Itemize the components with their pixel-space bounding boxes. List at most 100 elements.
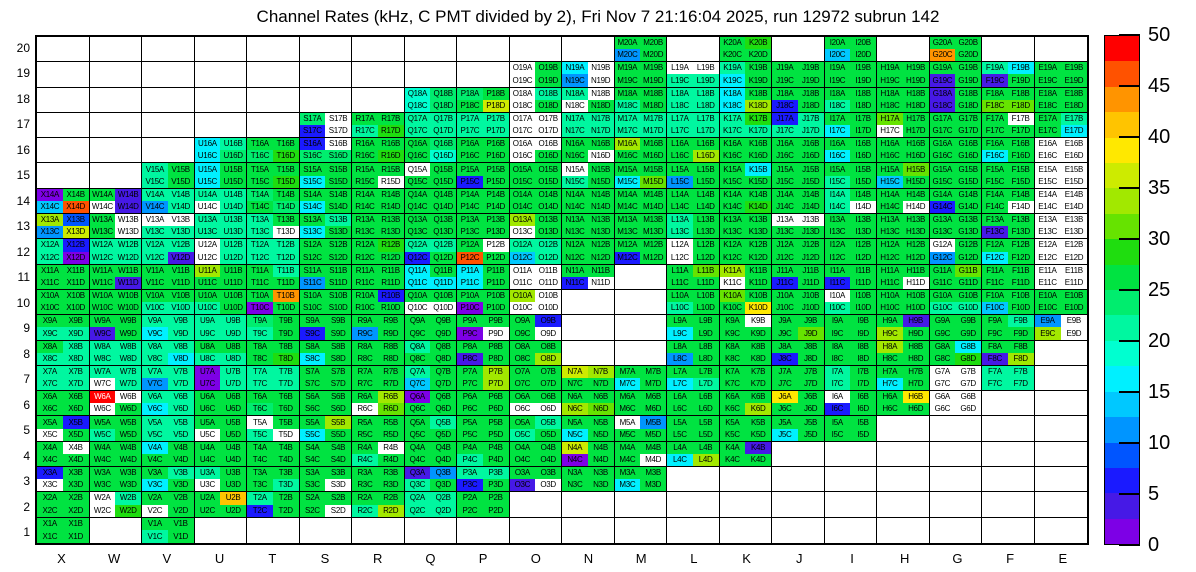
grid-cell: W13A W13B W13C W13D xyxy=(89,214,142,240)
channel-cell: R15C xyxy=(352,175,378,188)
colorbar-segment xyxy=(1105,188,1139,214)
colorbar-segment xyxy=(1105,417,1139,443)
channel-cell: R4C xyxy=(352,453,378,467)
channel-cell: V12A xyxy=(142,239,168,252)
grid-cell xyxy=(352,62,405,88)
channel-cell: O15D xyxy=(535,175,561,188)
channel-cell: J16D xyxy=(797,150,824,163)
channel-cell: S10C xyxy=(299,302,326,315)
channel-cell: V9D xyxy=(167,327,194,340)
channel-cell: Q5C xyxy=(404,428,431,441)
channel-cell: I11D xyxy=(850,276,876,289)
channel-cell: N18A xyxy=(562,87,588,100)
channel-cell: F10A xyxy=(982,289,1008,303)
grid-cell: E19A E19B E19C E19D xyxy=(1034,62,1087,88)
channel-cell: J6C xyxy=(772,403,798,416)
channel-cell: P2C xyxy=(457,504,483,517)
grid-cell xyxy=(457,37,510,63)
channel-cell: M5C xyxy=(614,428,641,441)
channel-cell: F16C xyxy=(982,150,1008,163)
grid-cell: L18A L18B L18C L18D xyxy=(667,87,720,113)
channel-cell: U15D xyxy=(220,175,246,188)
channel-cell: X5D xyxy=(62,428,89,441)
channel-cell: E15A xyxy=(1034,163,1061,176)
channel-cell: E10C xyxy=(1034,302,1061,315)
channel-cell: O3C xyxy=(509,479,536,492)
channel-cell: N5B xyxy=(587,416,614,429)
grid-cell: X7A X7B X7C X7D xyxy=(37,365,90,392)
channel-cell: P16D xyxy=(482,150,509,163)
grid-cell xyxy=(510,517,562,543)
grid-cell: G15A G15B G15C G15D xyxy=(929,163,982,189)
channel-cell: H14A xyxy=(877,188,903,201)
channel-cell: R10A xyxy=(352,289,378,303)
channel-cell: R14A xyxy=(352,188,378,201)
channel-cell: P10A xyxy=(457,289,483,303)
grid-cell: X10A X10B X10C X10D xyxy=(37,289,90,316)
channel-cell: T12B xyxy=(272,239,299,252)
grid-cell: H12A H12B H12C H12D xyxy=(877,239,930,265)
grid-cell: T11A T11B T11C T11D xyxy=(247,264,300,290)
channel-cell: N4D xyxy=(587,453,614,467)
channel-cell: V5B xyxy=(167,416,194,429)
colorbar-segment xyxy=(1105,442,1139,468)
channel-cell: J19B xyxy=(797,62,824,75)
channel-cell: W14A xyxy=(89,188,116,201)
grid-cell xyxy=(299,87,352,113)
channel-cell: I8C xyxy=(824,352,851,365)
channel-cell: O8B xyxy=(535,340,561,353)
channel-cell: O12B xyxy=(535,239,561,252)
colorbar-segment xyxy=(1105,163,1139,189)
grid-cell: L6A L6B L6C L6D xyxy=(667,391,720,417)
channel-cell: W9B xyxy=(115,315,141,328)
colorbar-tick xyxy=(1119,340,1140,342)
channel-cell: Q18C xyxy=(404,99,431,112)
channel-cell: P14A xyxy=(457,188,483,201)
channel-cell: T2D xyxy=(272,504,299,517)
channel-cell: U15B xyxy=(220,163,246,176)
channel-cell: R14D xyxy=(377,200,404,214)
channel-cell: E18D xyxy=(1060,99,1087,112)
channel-cell: R9A xyxy=(352,315,378,328)
channel-cell: X12B xyxy=(62,239,89,252)
grid-cell: O16A O16B O16C O16D xyxy=(509,138,562,164)
channel-cell: P10D xyxy=(482,302,509,315)
x-axis-label: E xyxy=(1058,551,1068,566)
grid-cell: R10A R10B R10C R10D xyxy=(352,289,405,316)
colorbar-tick-label: 40 xyxy=(1148,126,1171,148)
x-axis-label: S xyxy=(320,551,330,566)
channel-cell: J10B xyxy=(797,289,824,303)
channel-cell: I6C xyxy=(824,403,851,416)
grid-cell: P12A P12B P12C P12D xyxy=(457,239,510,265)
channel-cell: L15B xyxy=(692,163,719,176)
channel-cell: H7A xyxy=(877,365,903,379)
grid-cell: J5A J5B J5C J5D xyxy=(772,416,825,442)
channel-cell: F7A xyxy=(982,365,1008,379)
channel-cell: X13C xyxy=(37,226,63,239)
channel-cell: P16C xyxy=(457,150,483,163)
channel-cell: V4D xyxy=(167,453,194,467)
channel-cell: X5A xyxy=(37,416,63,429)
channel-cell: L11A xyxy=(667,264,693,277)
channel-cell: G15D xyxy=(955,175,981,188)
channel-cell: H16D xyxy=(902,150,929,163)
channel-cell: O17A xyxy=(509,112,536,126)
channel-cell: Q3B xyxy=(430,467,456,480)
channel-cell: W14D xyxy=(115,200,141,214)
channel-cell: E16A xyxy=(1034,138,1061,151)
channel-cell: Q11D xyxy=(430,276,456,289)
channel-cell: V5D xyxy=(167,428,194,441)
grid-cell: O8A O8B O8C O8D xyxy=(509,340,562,366)
channel-cell: H8D xyxy=(902,352,929,365)
grid-cell: R14A R14B R14C R14D xyxy=(352,188,405,215)
channel-cell: P17D xyxy=(482,125,509,138)
grid-cell: X14A X14B X14C X14D xyxy=(37,188,90,215)
grid-cell: K11A K11B K11C K11D xyxy=(719,264,772,290)
channel-cell: Q8A xyxy=(404,340,431,353)
y-axis-label: 6 xyxy=(23,397,30,412)
channel-cell: W9A xyxy=(89,315,116,328)
channel-cell: X3A xyxy=(37,467,63,480)
channel-cell: V6B xyxy=(167,391,194,404)
channel-cell: P18A xyxy=(457,87,483,100)
channel-cell: X7C xyxy=(37,378,63,391)
